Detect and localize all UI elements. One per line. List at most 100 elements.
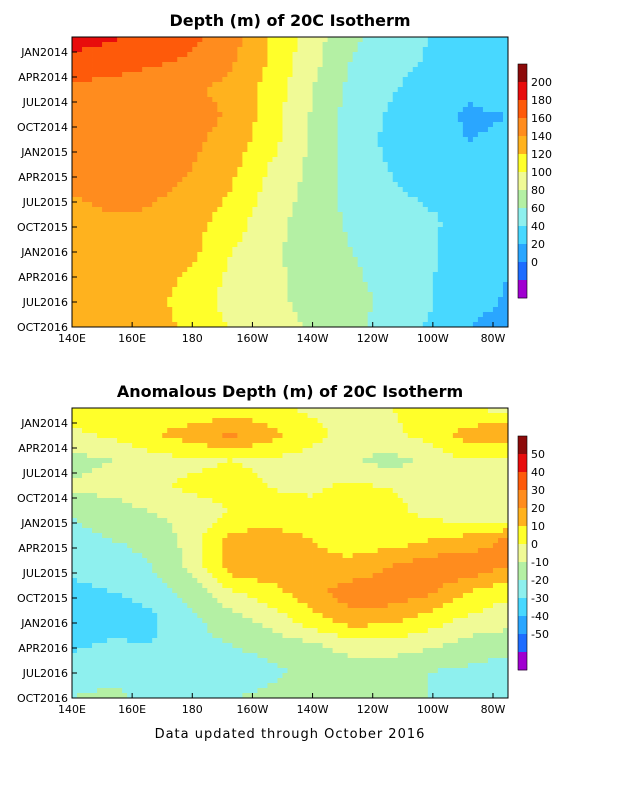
- depth-cell: [107, 77, 113, 83]
- depth-cell: [317, 317, 323, 323]
- depth-cell: [167, 247, 173, 253]
- depth-cell: [102, 217, 108, 223]
- depth-cell: [427, 167, 434, 173]
- depth-cell: [252, 187, 258, 193]
- depth-cell: [122, 307, 128, 313]
- depth-cell: [257, 282, 263, 288]
- depth-cell: [392, 112, 399, 118]
- depth-cell: [402, 132, 409, 138]
- depth-cell: [377, 267, 384, 273]
- depth-cell: [272, 317, 278, 323]
- depth-cell: [347, 142, 354, 148]
- depth-cell: [372, 187, 379, 193]
- depth-cell: [107, 177, 113, 183]
- depth-cell: [417, 152, 424, 158]
- depth-cell: [217, 257, 223, 263]
- depth-cell: [107, 57, 113, 63]
- depth-cell: [397, 137, 404, 143]
- depth-cell: [327, 267, 333, 273]
- depth-cell: [222, 222, 228, 228]
- depth-cell: [87, 147, 93, 153]
- depth-cell: [382, 317, 389, 323]
- depth-cell: [347, 252, 354, 258]
- depth-cell: [472, 127, 479, 133]
- depth-cell: [157, 317, 163, 323]
- depth-cell: [427, 97, 434, 103]
- depth-cell: [467, 222, 474, 228]
- depth-cell: [272, 122, 278, 128]
- depth-cell: [342, 152, 349, 158]
- depth-cell: [332, 242, 339, 248]
- depth-cell: [177, 107, 183, 113]
- depth-cell: [442, 267, 449, 273]
- depth-cell: [392, 282, 399, 288]
- depth-cell: [127, 107, 133, 113]
- depth-cell: [122, 112, 128, 118]
- depth-cell: [272, 197, 278, 203]
- depth-cell: [227, 287, 233, 293]
- depth-cell: [147, 122, 153, 128]
- depth-cell: [377, 232, 384, 238]
- depth-cell: [252, 112, 258, 118]
- depth-cell: [107, 257, 113, 263]
- depth-cell: [122, 127, 128, 133]
- depth-cell: [277, 62, 283, 68]
- depth-cell: [202, 222, 208, 228]
- depth-cell: [147, 267, 153, 273]
- depth-cell: [392, 97, 399, 103]
- depth-cell: [357, 67, 364, 73]
- depth-cell: [397, 292, 404, 298]
- depth-cell: [117, 92, 123, 98]
- depth-cell: [187, 172, 193, 178]
- depth-cell: [97, 197, 103, 203]
- depth-cell: [262, 147, 268, 153]
- depth-cell: [317, 112, 323, 118]
- depth-cell: [412, 282, 419, 288]
- depth-cell: [402, 297, 409, 303]
- depth-cell: [407, 297, 414, 303]
- depth-cell: [117, 182, 123, 188]
- depth-cell: [467, 272, 474, 278]
- depth-cell: [187, 202, 193, 208]
- depth-cell: [127, 307, 133, 313]
- depth-cell: [187, 237, 193, 243]
- depth-cell: [232, 97, 238, 103]
- depth-cell: [287, 102, 293, 108]
- depth-cell: [472, 222, 479, 228]
- depth-cell: [262, 172, 268, 178]
- depth-cell: [137, 117, 143, 123]
- depth-cell: [192, 142, 198, 148]
- depth-cell: [347, 187, 354, 193]
- depth-cell: [357, 92, 364, 98]
- depth-cell: [207, 207, 213, 213]
- depth-cell: [252, 122, 258, 128]
- depth-cell: [152, 117, 158, 123]
- depth-cell: [257, 197, 263, 203]
- depth-cell: [192, 287, 198, 293]
- depth-cell: [237, 242, 243, 248]
- depth-cell: [77, 37, 83, 43]
- depth-cell: [267, 122, 273, 128]
- depth-cell: [332, 192, 339, 198]
- depth-cell: [147, 257, 153, 263]
- depth-cell: [397, 72, 404, 78]
- depth-cell: [497, 92, 504, 98]
- depth-cell: [247, 297, 253, 303]
- depth-cell: [452, 247, 459, 253]
- depth-cell: [197, 157, 203, 163]
- depth-cell: [152, 212, 158, 218]
- depth-cell: [97, 87, 103, 93]
- depth-cell: [292, 272, 298, 278]
- depth-cell: [497, 212, 504, 218]
- depth-cell: [122, 207, 128, 213]
- depth-cell: [187, 262, 193, 268]
- depth-cell: [452, 287, 459, 293]
- depth-cell: [402, 112, 409, 118]
- depth-cell: [282, 272, 288, 278]
- depth-cell: [97, 132, 103, 138]
- depth-cell: [277, 162, 283, 168]
- depth-cell: [437, 272, 444, 278]
- depth-cell: [152, 87, 158, 93]
- depth-cell: [462, 47, 469, 53]
- depth-cell: [97, 107, 103, 113]
